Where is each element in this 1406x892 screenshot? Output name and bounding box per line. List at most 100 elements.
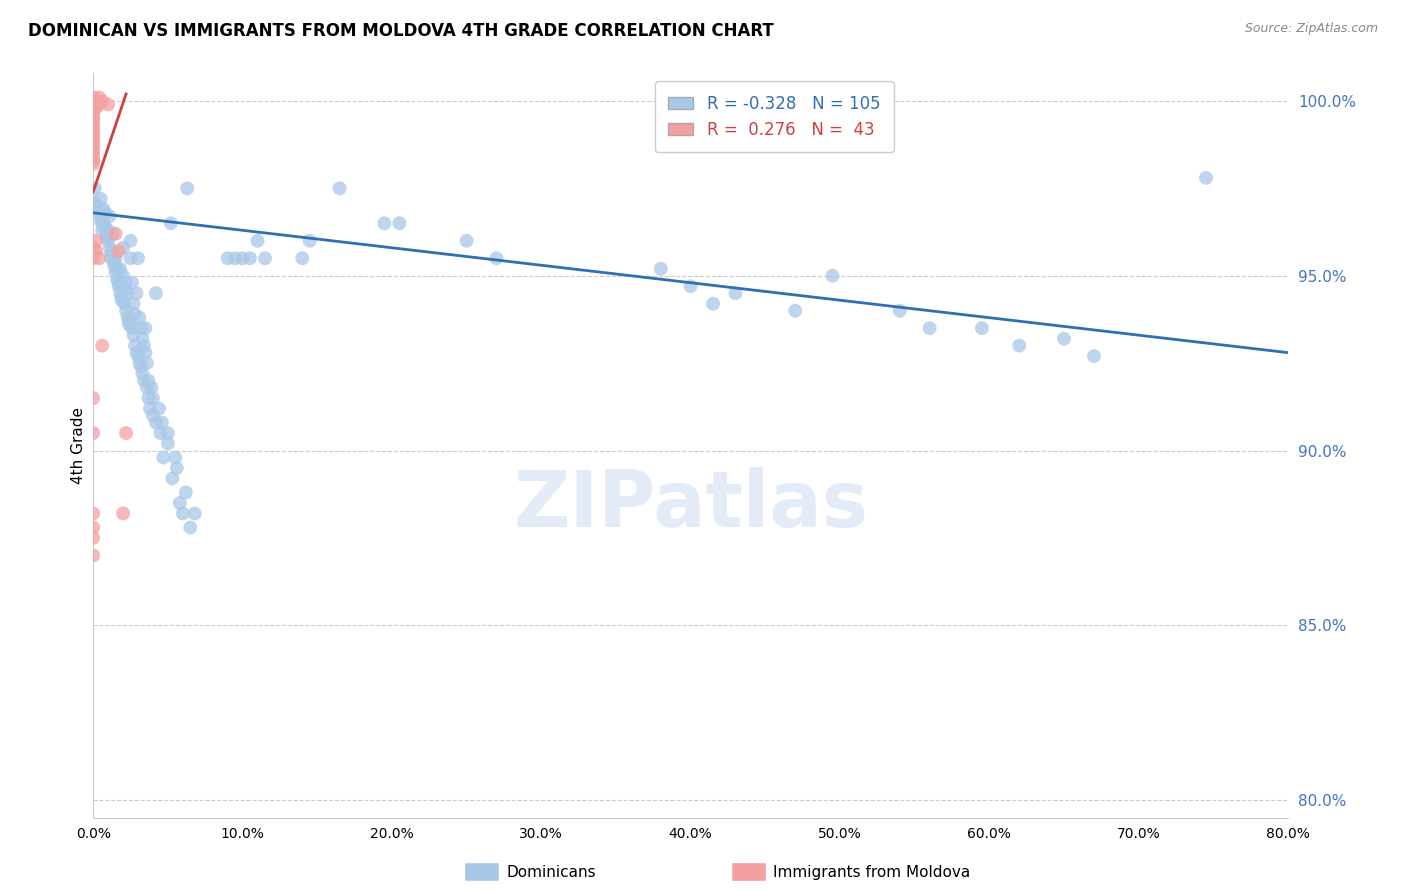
Point (82, 128, 104, 143)
Text: DOMINICAN VS IMMIGRANTS FROM MOLDOVA 4TH GRADE CORRELATION CHART: DOMINICAN VS IMMIGRANTS FROM MOLDOVA 4TH… (28, 22, 773, 40)
Point (388, 216, 411, 230)
Point (232, 252, 254, 266)
Point (94, 219, 117, 234)
Text: Dominicans: Dominicans (506, 865, 596, 880)
Point (124, 307, 146, 321)
Point (456, 234, 478, 248)
Point (298, 234, 321, 248)
Point (82, 132, 104, 146)
Point (82, 157, 104, 171)
Point (112, 241, 135, 255)
Point (128, 310, 150, 325)
Point (1195, 170, 1218, 185)
Point (329, 181, 352, 195)
Point (136, 356, 159, 370)
Point (84, 101, 107, 115)
Point (132, 374, 155, 388)
Point (108, 286, 131, 301)
Point (115, 303, 138, 318)
Point (156, 436, 179, 450)
Point (82, 125, 104, 139)
Point (103, 258, 125, 272)
Point (104, 227, 127, 241)
Point (82, 122, 104, 136)
Point (1053, 332, 1076, 346)
Point (125, 345, 148, 359)
Point (918, 321, 941, 335)
Point (112, 268, 135, 283)
Point (160, 216, 183, 230)
Point (82, 136, 104, 150)
Point (91, 339, 114, 353)
Point (120, 252, 142, 266)
Point (107, 279, 129, 293)
Point (127, 252, 149, 266)
Text: Source: ZipAtlas.com: Source: ZipAtlas.com (1244, 22, 1378, 36)
Point (100, 248, 122, 262)
Point (122, 328, 145, 343)
Point (970, 321, 993, 335)
Point (100, 252, 122, 266)
Point (115, 425, 138, 440)
Point (86, 199, 108, 213)
Point (165, 450, 187, 465)
Point (145, 286, 167, 301)
Point (82, 425, 104, 440)
Point (91, 216, 114, 230)
Point (156, 425, 179, 440)
Point (82, 97, 104, 112)
Point (98, 210, 121, 224)
Point (104, 252, 127, 266)
Text: ZIPatlas: ZIPatlas (513, 467, 868, 543)
Point (132, 339, 155, 353)
Point (117, 310, 139, 325)
Point (120, 234, 142, 248)
Point (83, 181, 105, 195)
Point (118, 314, 141, 328)
Point (134, 345, 156, 359)
Point (121, 321, 143, 335)
Point (84, 97, 107, 112)
Point (138, 391, 160, 405)
Point (724, 286, 747, 301)
Point (82, 146, 104, 161)
Point (82, 549, 104, 563)
Point (107, 244, 129, 259)
Point (136, 381, 159, 395)
Point (90, 212, 112, 227)
Point (82, 391, 104, 405)
Point (112, 507, 135, 521)
Point (131, 367, 153, 381)
Point (179, 520, 201, 534)
Point (93, 216, 115, 230)
Point (114, 296, 136, 310)
Point (138, 374, 160, 388)
Point (82, 139, 104, 153)
Point (90, 192, 112, 206)
Point (89, 206, 111, 220)
Point (91, 223, 114, 237)
Point (169, 496, 191, 510)
Point (89, 97, 111, 112)
Point (129, 321, 152, 335)
Point (821, 268, 844, 283)
Point (82, 150, 104, 164)
Point (101, 244, 124, 259)
Point (105, 272, 128, 286)
Point (82, 90, 104, 104)
Point (97, 223, 120, 237)
Point (172, 507, 194, 521)
Point (117, 286, 139, 301)
Point (93, 202, 115, 217)
Point (82, 520, 104, 534)
Point (96, 227, 118, 241)
Point (128, 356, 150, 370)
Point (145, 416, 167, 430)
Point (291, 252, 314, 266)
Point (98, 241, 121, 255)
Point (115, 276, 138, 290)
Point (141, 381, 163, 395)
Point (82, 153, 104, 168)
Point (89, 90, 111, 104)
Point (127, 349, 149, 363)
